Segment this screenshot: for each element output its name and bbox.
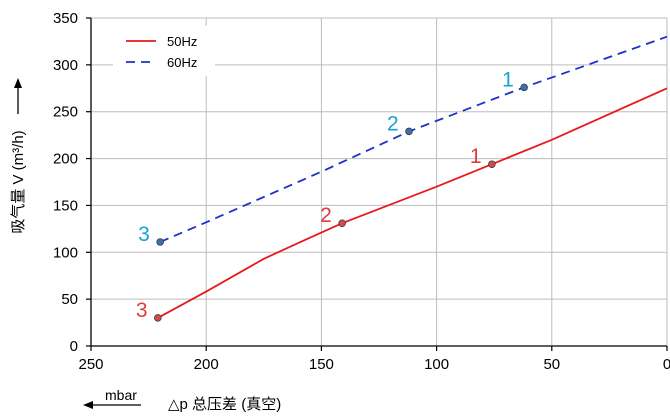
y-tick-label-7: 350 bbox=[53, 10, 78, 27]
x-axis-label: △p 总压差 (真空) bbox=[168, 395, 281, 413]
x-tick-label-3: 100 bbox=[424, 356, 449, 373]
grid-lines bbox=[90, 17, 668, 347]
x-axis-unit: mbar bbox=[105, 387, 137, 403]
y-tick-label-3: 150 bbox=[53, 197, 78, 214]
marker-50hz-1 bbox=[488, 160, 496, 168]
point-label-50hz-2: 2 bbox=[320, 204, 332, 227]
x-tick-label-1: 200 bbox=[194, 356, 219, 373]
marker-50hz-3 bbox=[154, 314, 162, 322]
y-tick-labels: 0 50 100 150 200 250 300 350 bbox=[53, 10, 78, 355]
y-axis-label: 吸气量 V (m³/h) bbox=[10, 130, 27, 233]
x-tick-label-4: 50 bbox=[543, 356, 560, 373]
x-axis-label-group: mbar △p 总压差 (真空) bbox=[83, 387, 281, 413]
y-axis-label-group: 吸气量 V (m³/h) bbox=[10, 78, 27, 234]
point-label-50hz-3: 3 bbox=[136, 299, 148, 322]
y-axis-arrow-head-icon bbox=[14, 78, 22, 88]
point-label-50hz-1: 1 bbox=[470, 145, 482, 168]
series-lines bbox=[157, 35, 668, 319]
y-tick-label-5: 250 bbox=[53, 104, 78, 121]
marker-60hz-2 bbox=[405, 127, 413, 136]
y-tick-label-2: 100 bbox=[53, 244, 78, 261]
legend-label-60hz: 60Hz bbox=[167, 55, 197, 70]
y-tick-label-1: 50 bbox=[61, 291, 78, 308]
x-tick-label-2: 150 bbox=[309, 356, 334, 373]
series-line-60hz bbox=[159, 35, 668, 243]
axes bbox=[86, 17, 668, 351]
series-line-50hz bbox=[157, 87, 668, 319]
data-markers bbox=[154, 83, 528, 322]
marker-60hz-3 bbox=[156, 238, 164, 246]
point-labels: 3 2 1 3 2 1 bbox=[136, 68, 514, 322]
marker-60hz-1 bbox=[520, 83, 528, 92]
x-tick-labels: 250 200 150 100 50 0 bbox=[78, 356, 670, 373]
point-label-60hz-3: 3 bbox=[138, 223, 150, 246]
x-tick-label-5: 0 bbox=[663, 356, 670, 373]
point-label-60hz-2: 2 bbox=[387, 112, 399, 135]
x-tick-label-0: 250 bbox=[78, 356, 103, 373]
y-tick-label-6: 300 bbox=[53, 57, 78, 74]
y-tick-label-4: 200 bbox=[53, 151, 78, 168]
legend-label-50hz: 50Hz bbox=[167, 34, 197, 49]
y-tick-label-0: 0 bbox=[70, 338, 78, 355]
x-axis-arrow-head-icon bbox=[83, 401, 93, 409]
point-label-60hz-1: 1 bbox=[502, 68, 514, 91]
marker-50hz-2 bbox=[338, 219, 346, 227]
legend-box bbox=[113, 26, 215, 76]
legend: 50Hz 60Hz bbox=[113, 26, 215, 76]
